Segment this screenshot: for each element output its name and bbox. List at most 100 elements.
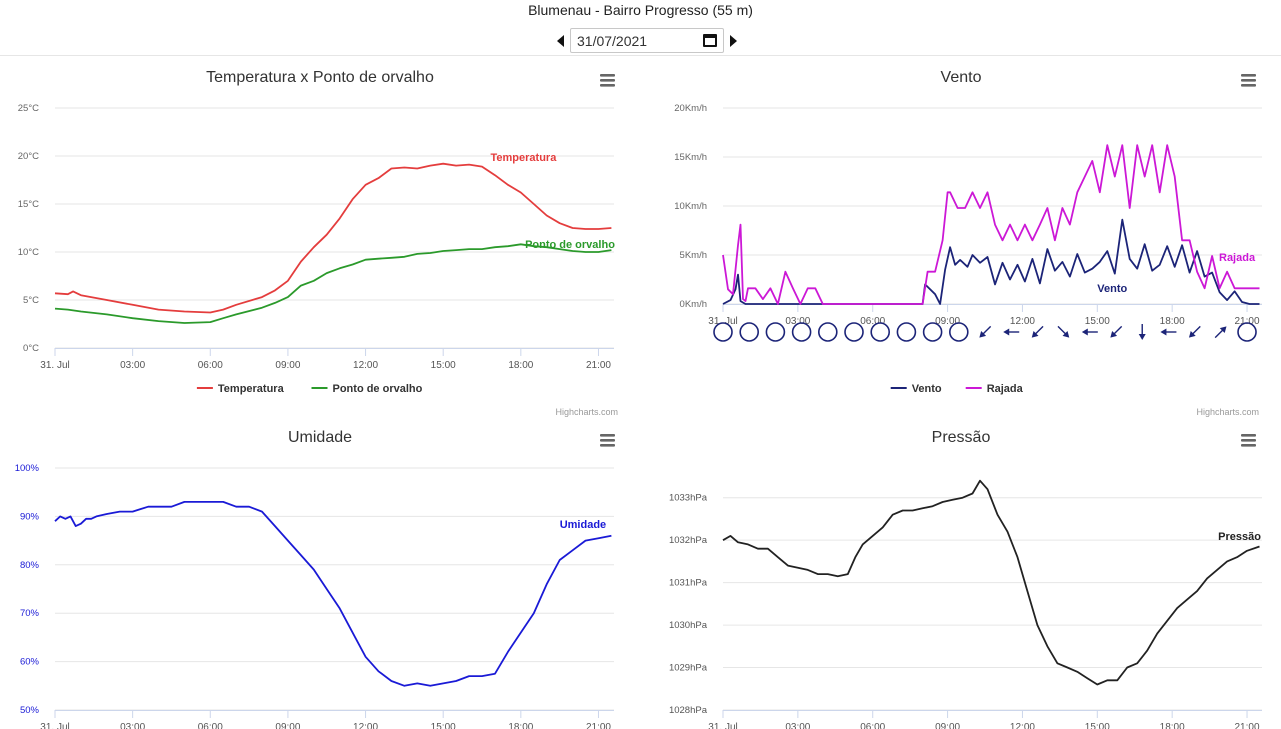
menu-icon[interactable] xyxy=(600,74,615,87)
series-label: Pressão xyxy=(1218,531,1261,543)
svg-text:Vento: Vento xyxy=(912,383,942,395)
chart-umidade: Umidade 50% 60% 70% 80% 90% 100% 31. Jul 03:00 06… xyxy=(0,420,640,729)
wind-arrow-icon xyxy=(1031,325,1044,338)
x-tick-label: 12:00 xyxy=(1010,316,1035,327)
svg-text:Ponto de orvalho: Ponto de orvalho xyxy=(333,383,423,395)
y-tick-label: 80% xyxy=(20,560,40,571)
x-tick-label: 31. Jul xyxy=(40,360,69,371)
y-tick-label: 1028hPa xyxy=(669,705,708,716)
date-input[interactable]: 31/07/2021 xyxy=(570,28,724,53)
calm-circle-icon xyxy=(870,322,891,342)
y-tick-label: 1029hPa xyxy=(669,663,708,674)
calm-circle-icon xyxy=(949,322,969,342)
menu-icon[interactable] xyxy=(1241,74,1256,87)
x-tick-label: 09:00 xyxy=(275,722,300,729)
y-tick-label: 50% xyxy=(20,705,40,716)
x-tick-label: 03:00 xyxy=(785,316,810,327)
calm-circle-icon xyxy=(765,322,786,342)
calm-circle-icon xyxy=(1237,322,1257,342)
y-tick-label: 1030hPa xyxy=(669,620,708,631)
chart-title: Pressão xyxy=(932,429,991,446)
y-tick-label: 10°C xyxy=(18,247,39,258)
credits-link: Highcharts.com xyxy=(1196,407,1259,417)
series-line-0 xyxy=(722,479,1260,686)
calm-circle-icon xyxy=(739,322,760,342)
y-tick-label: 1033hPa xyxy=(669,493,708,504)
x-tick-label: 21:00 xyxy=(586,722,611,729)
x-tick-label: 15:00 xyxy=(1085,722,1110,729)
station-title: Blumenau - Bairro Progresso (55 m) xyxy=(528,2,753,18)
series-line-0 xyxy=(54,501,612,687)
x-tick-label: 21:00 xyxy=(1235,722,1260,729)
y-tick-label: 15°C xyxy=(18,199,39,210)
wind-arrow-icon xyxy=(1081,328,1098,336)
chart-title: Vento xyxy=(941,69,982,86)
series-label: Ponto de orvalho xyxy=(525,239,615,251)
svg-text:Temperatura: Temperatura xyxy=(218,383,285,395)
y-tick-label: 0°C xyxy=(23,343,39,354)
wind-arrow-icon xyxy=(1214,326,1227,339)
svg-text:Rajada: Rajada xyxy=(987,383,1024,395)
x-tick-label: 15:00 xyxy=(431,360,456,371)
series-line-1 xyxy=(54,243,612,324)
x-tick-label: 06:00 xyxy=(198,360,223,371)
x-tick-label: 03:00 xyxy=(120,360,145,371)
x-tick-label: 09:00 xyxy=(275,360,300,371)
x-tick-label: 06:00 xyxy=(198,722,223,729)
legend-item[interactable]: Temperatura xyxy=(196,383,285,395)
x-tick-label: 15:00 xyxy=(1085,316,1110,327)
calendar-icon[interactable] xyxy=(703,34,717,47)
menu-icon[interactable] xyxy=(600,434,615,447)
calm-circle-icon xyxy=(896,322,917,342)
y-tick-label: 0Km/h xyxy=(680,299,707,310)
y-tick-label: 15Km/h xyxy=(674,152,707,163)
x-tick-label: 31. Jul xyxy=(708,722,737,729)
next-day-icon[interactable] xyxy=(730,34,737,47)
series-label: Rajada xyxy=(1219,252,1256,264)
x-tick-label: 03:00 xyxy=(785,722,810,729)
chart-pressao: Pressão 1028hPa 1029hPa 1030hPa 1031hPa 1032h… xyxy=(641,420,1281,729)
legend-item[interactable]: Ponto de orvalho xyxy=(311,383,423,395)
x-tick-label: 12:00 xyxy=(353,722,378,729)
y-tick-label: 1031hPa xyxy=(669,578,708,589)
series-label: Temperatura xyxy=(491,152,558,164)
y-tick-label: 5Km/h xyxy=(680,250,707,261)
series-line-1 xyxy=(722,144,1260,305)
legend-item[interactable]: Vento xyxy=(890,383,942,395)
y-tick-label: 1032hPa xyxy=(669,535,708,546)
series-label: Umidade xyxy=(560,519,606,531)
y-tick-label: 70% xyxy=(20,608,40,619)
y-tick-label: 20°C xyxy=(18,151,39,162)
wind-arrow-icon xyxy=(1160,328,1177,336)
legend-item[interactable]: Rajada xyxy=(965,383,1024,395)
x-tick-label: 18:00 xyxy=(1160,316,1185,327)
x-tick-label: 21:00 xyxy=(1235,316,1260,327)
x-tick-label: 18:00 xyxy=(508,360,533,371)
date-value: 31/07/2021 xyxy=(577,32,648,49)
wind-arrow-icon xyxy=(1003,328,1020,336)
chart-temperatura: Temperatura x Ponto de orvalho 0°C 5°C 10°C… xyxy=(0,60,640,420)
chart-title: Umidade xyxy=(288,429,352,446)
date-navigator: 31/07/2021 xyxy=(557,27,737,54)
x-tick-label: 21:00 xyxy=(586,360,611,371)
y-tick-label: 60% xyxy=(20,657,40,668)
x-tick-label: 18:00 xyxy=(1160,722,1185,729)
menu-icon[interactable] xyxy=(1241,434,1256,447)
x-tick-label: 15:00 xyxy=(431,722,456,729)
wind-arrow-icon xyxy=(979,325,992,338)
calm-circle-icon xyxy=(844,322,864,342)
calm-circle-icon xyxy=(791,322,812,342)
y-tick-label: 100% xyxy=(15,463,40,474)
prev-day-icon[interactable] xyxy=(557,34,564,47)
wind-arrow-icon xyxy=(1110,325,1123,338)
wind-arrow-icon xyxy=(1138,324,1146,340)
y-tick-label: 20Km/h xyxy=(674,103,707,114)
y-tick-label: 10Km/h xyxy=(674,201,707,212)
x-tick-label: 31. Jul xyxy=(708,316,737,327)
chart-title: Temperatura x Ponto de orvalho xyxy=(206,69,434,86)
y-tick-label: 25°C xyxy=(18,103,39,114)
series-line-0 xyxy=(54,162,612,314)
x-tick-label: 03:00 xyxy=(120,722,145,729)
y-tick-label: 90% xyxy=(20,511,40,522)
calm-circle-icon xyxy=(713,322,733,342)
